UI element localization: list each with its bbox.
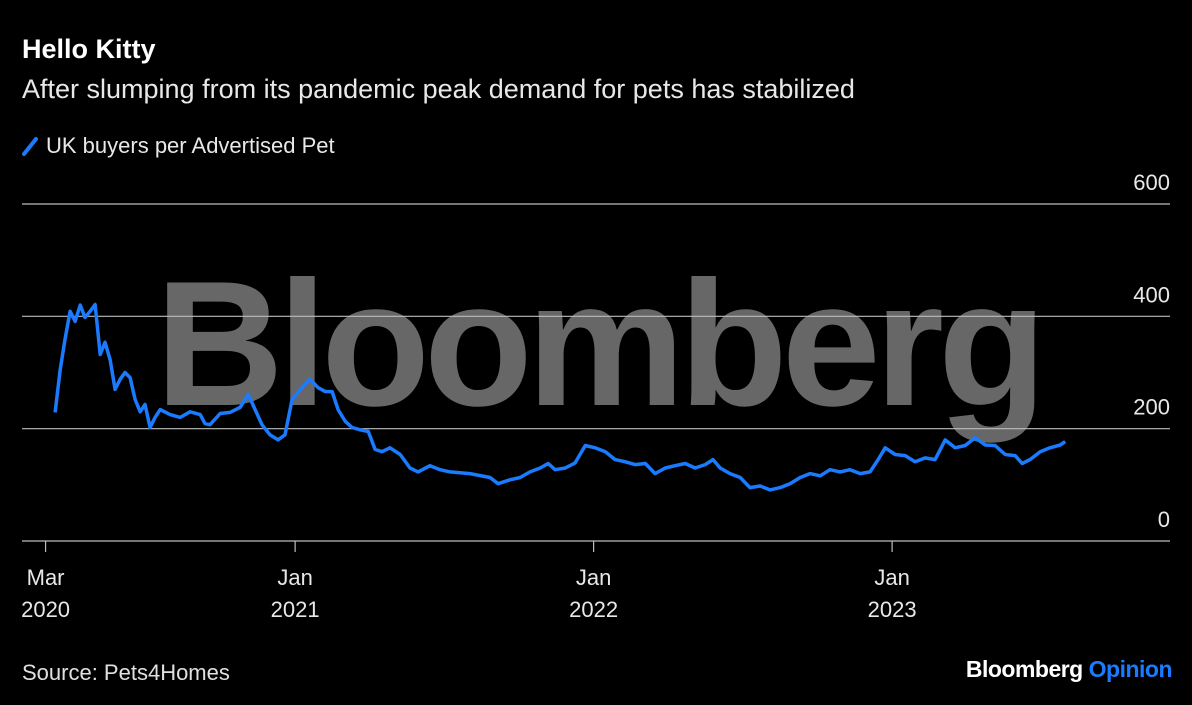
y-tick-label: 600 (1133, 170, 1170, 195)
brand-name: Bloomberg (965, 656, 1083, 682)
x-tick-label: Jan 2021 (270, 565, 320, 622)
chart-subtitle: After slumping from its pandemic peak de… (22, 74, 855, 104)
x-tick-label: Mar 2020 (21, 565, 71, 622)
legend: UK buyers per Advertised Pet (22, 133, 335, 159)
y-tick-label: 200 (1133, 395, 1170, 420)
x-tick-label: Jan 2022 (569, 565, 619, 622)
chart-title: Hello Kitty (22, 34, 156, 64)
x-tick-label: Jan 2023 (867, 565, 917, 622)
y-tick-label: 0 (1158, 507, 1170, 532)
line (53, 302, 1067, 492)
legend-label: UK buyers per Advertised Pet (46, 133, 335, 158)
brand: Bloomberg Opinion (965, 656, 1173, 683)
brand-label: Opinion (1088, 656, 1173, 682)
source: Source: Pets4Homes (22, 660, 230, 685)
legend-swatch (22, 137, 38, 156)
y-tick-label: 400 (1133, 282, 1170, 307)
watermark: Bloomberg (155, 244, 1040, 443)
